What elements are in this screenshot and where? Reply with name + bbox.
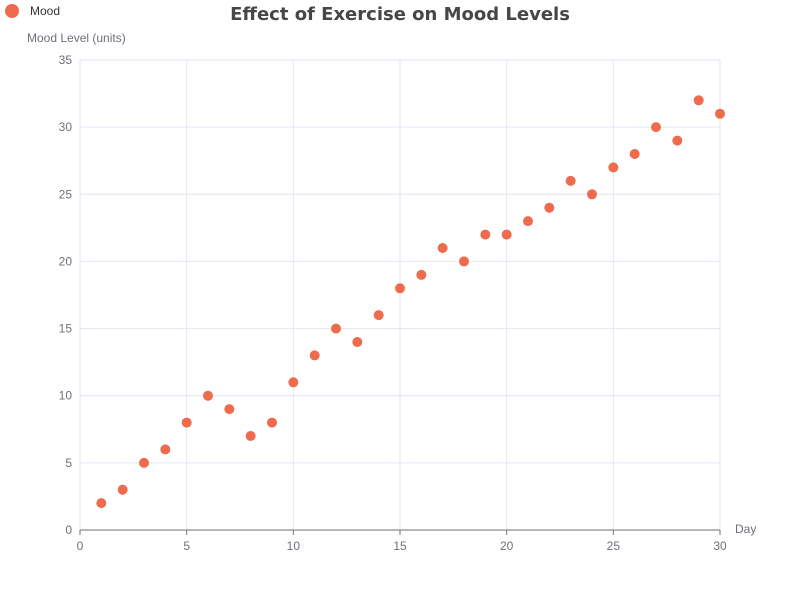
y-tick-label-15: 15 bbox=[59, 322, 73, 336]
data-point[interactable] bbox=[245, 431, 256, 441]
y-tick-label-10: 10 bbox=[59, 389, 73, 403]
data-point[interactable] bbox=[395, 283, 405, 294]
data-point[interactable] bbox=[288, 377, 299, 388]
y-tick-label-5: 5 bbox=[65, 456, 72, 470]
x-tick-label-10: 10 bbox=[287, 539, 301, 553]
data-point[interactable] bbox=[501, 229, 512, 240]
data-point[interactable] bbox=[459, 256, 469, 267]
data-point[interactable] bbox=[160, 444, 171, 455]
x-tick-label-20: 20 bbox=[500, 539, 514, 553]
data-point[interactable] bbox=[96, 498, 107, 509]
data-point[interactable] bbox=[373, 310, 384, 321]
data-point[interactable] bbox=[629, 149, 640, 159]
data-point[interactable] bbox=[715, 108, 725, 119]
data-point[interactable] bbox=[117, 484, 128, 495]
data-points bbox=[96, 95, 725, 509]
data-point[interactable] bbox=[203, 390, 213, 401]
y-tick-label-0: 0 bbox=[65, 523, 72, 537]
data-point[interactable] bbox=[523, 216, 533, 227]
x-tick-label-5: 5 bbox=[183, 539, 190, 553]
y-axis-title: Mood Level (units) bbox=[27, 31, 126, 45]
y-tick-label-25: 25 bbox=[59, 187, 73, 201]
data-point[interactable] bbox=[416, 269, 427, 280]
data-point[interactable] bbox=[565, 175, 576, 186]
data-point[interactable] bbox=[309, 350, 320, 361]
y-tick-label-20: 20 bbox=[59, 254, 73, 268]
data-point[interactable] bbox=[544, 202, 555, 213]
data-point[interactable] bbox=[139, 457, 149, 468]
data-point[interactable] bbox=[181, 417, 192, 428]
data-point[interactable] bbox=[352, 337, 363, 347]
data-point[interactable] bbox=[608, 162, 619, 173]
y-tick-label-35: 35 bbox=[59, 53, 73, 67]
data-point[interactable] bbox=[672, 135, 683, 146]
x-tick-label-15: 15 bbox=[393, 539, 407, 553]
data-point[interactable] bbox=[267, 417, 277, 428]
x-tick-label-25: 25 bbox=[607, 539, 621, 553]
x-axis-title: Day bbox=[735, 522, 756, 536]
data-point[interactable] bbox=[587, 189, 597, 200]
data-point[interactable] bbox=[693, 95, 704, 106]
y-tick-label-30: 30 bbox=[59, 120, 73, 134]
grid bbox=[79, 59, 721, 531]
data-point[interactable] bbox=[651, 122, 661, 133]
x-tick-label-30: 30 bbox=[713, 539, 727, 553]
data-point[interactable] bbox=[480, 229, 491, 240]
data-point[interactable] bbox=[331, 323, 341, 334]
data-point[interactable] bbox=[224, 404, 235, 415]
legend-marker-mood[interactable] bbox=[5, 4, 19, 18]
legend[interactable]: Mood bbox=[5, 4, 60, 18]
data-point[interactable] bbox=[437, 243, 448, 253]
tick-labels: 0 5 10 15 20 25 30 35 0 5 10 15 20 25 30 bbox=[59, 53, 727, 553]
legend-label-mood[interactable]: Mood bbox=[30, 4, 60, 18]
x-tick-label-0: 0 bbox=[77, 539, 84, 553]
chart-title: Effect of Exercise on Mood Levels bbox=[230, 4, 570, 25]
